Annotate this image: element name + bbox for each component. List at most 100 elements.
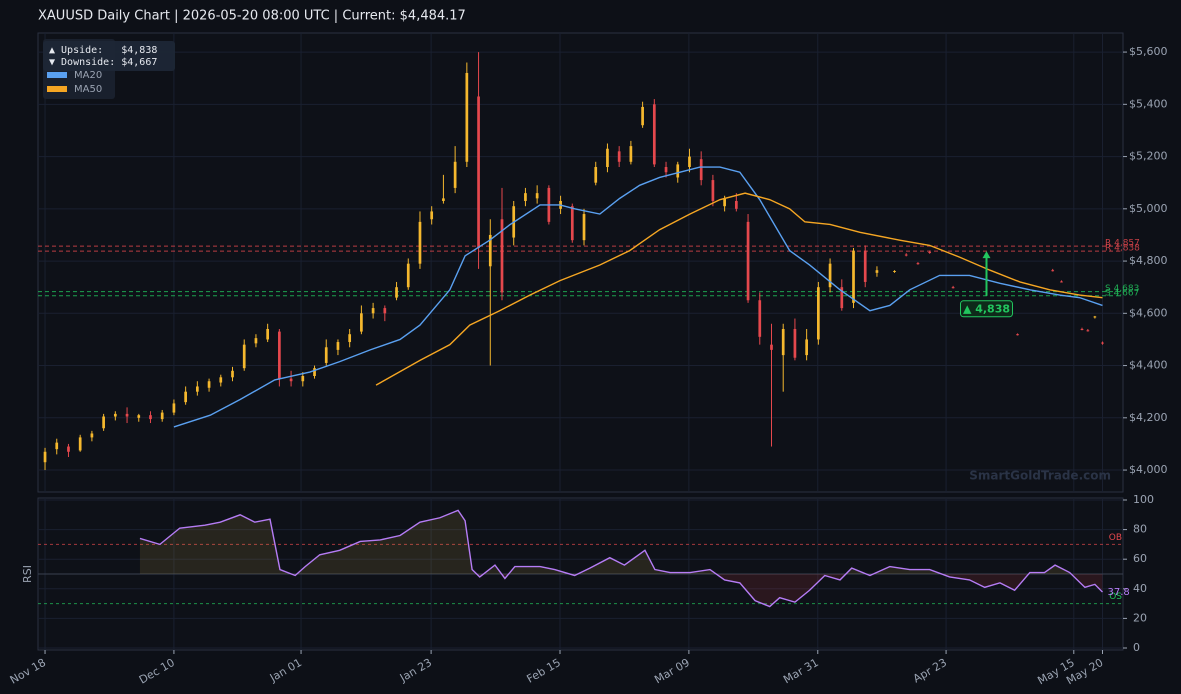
candle-body [793, 328, 797, 358]
watermark: SmartGoldTrade.com [969, 469, 1111, 483]
ma-line [375, 192, 1103, 386]
y-tick-label: $4,400 [1129, 359, 1168, 372]
y-tick-label: 60 [1133, 552, 1147, 565]
candle-body [278, 331, 281, 379]
candle-body [336, 342, 340, 350]
rsi-line [139, 509, 1103, 608]
candle-body [242, 344, 246, 369]
candle-body [676, 164, 680, 178]
candle-body [852, 250, 855, 303]
candle-body [723, 198, 726, 207]
candle-body [78, 437, 82, 451]
candle-body [371, 308, 375, 314]
candle-body [570, 206, 574, 241]
candle-body [805, 339, 808, 356]
rsi-area-above [139, 510, 1103, 574]
candle-body [219, 377, 223, 383]
chart-title: XAUUSD Daily Chart | 2026-05-20 08:00 UT… [38, 9, 466, 24]
candle-body [43, 451, 47, 463]
candle-body [688, 156, 691, 168]
candle-body [149, 415, 152, 420]
candle-body [418, 221, 422, 264]
y-tick-label: $4,000 [1129, 463, 1168, 476]
y-tick-label: 40 [1133, 582, 1147, 595]
candle-body [90, 433, 94, 438]
y-tick-label: 0 [1133, 641, 1140, 654]
candle-body [606, 148, 609, 168]
candle-body [1080, 328, 1084, 330]
candle-body [453, 161, 457, 188]
price-panel [37, 32, 1124, 493]
y-tick-label: $5,000 [1129, 202, 1168, 215]
candle-body [383, 308, 387, 314]
candle-body [172, 403, 176, 413]
candle-body [195, 386, 199, 392]
candle-body [395, 287, 398, 298]
candle-body [348, 334, 352, 343]
candle-body [430, 211, 434, 220]
candle-body [582, 214, 586, 241]
y-tick-label: $5,600 [1129, 45, 1168, 58]
level-label: R 4,838 [1105, 244, 1140, 254]
candle-body [863, 250, 867, 282]
y-tick-label: $4,600 [1129, 306, 1168, 319]
rsi-area-below [139, 574, 1103, 607]
y-tick-label: 20 [1133, 611, 1147, 624]
candle-body [113, 413, 117, 417]
candle-body [137, 415, 141, 418]
y-tick-label: 80 [1133, 523, 1147, 536]
legend-swatch [47, 86, 67, 92]
candle-body [1086, 330, 1090, 332]
candle-body [734, 200, 738, 209]
candle-body [500, 219, 504, 293]
candle-body [1016, 334, 1019, 336]
level-label: OS [1109, 592, 1122, 602]
candle-body [875, 270, 879, 273]
annotation-box [959, 300, 1013, 318]
candle-body [904, 254, 908, 256]
candle-body [652, 104, 656, 165]
level-label: S 4,667 [1105, 288, 1139, 298]
candle-body [184, 391, 187, 403]
level-label: S 4,683 [1105, 284, 1139, 294]
candle-body [781, 328, 785, 356]
y-tick-label: $4,200 [1129, 411, 1168, 424]
info-box [43, 41, 175, 71]
y-tick-label: $4,800 [1129, 254, 1168, 267]
candle-body [951, 287, 955, 289]
candle-body [289, 378, 293, 382]
annotation-label: ▲ 4,838 [963, 302, 1010, 315]
candle-body [465, 72, 469, 162]
candle-body [535, 193, 539, 199]
candle-body [477, 96, 480, 249]
candle-body [928, 251, 932, 253]
candle-body [125, 413, 129, 417]
rsi-last-label: 37.8 [1107, 587, 1129, 598]
candle-body [711, 180, 715, 201]
candle-body [893, 270, 896, 272]
annotation-arrowhead [982, 251, 991, 259]
candle-body [699, 159, 703, 181]
candle-body [617, 151, 621, 162]
candle-body [488, 234, 492, 267]
info-line: ▲ Upside: $4,838 [49, 45, 157, 56]
legend-swatch [47, 72, 67, 78]
y-tick-label: $5,200 [1129, 150, 1168, 163]
candle-body [1051, 270, 1055, 272]
candle-body [266, 328, 270, 340]
candle-body [1101, 342, 1104, 344]
candle-body [594, 167, 598, 183]
candle-body [746, 221, 750, 301]
candle-body [524, 193, 527, 201]
candle-body [301, 376, 305, 382]
candle-body [360, 313, 363, 332]
legend-label[interactable]: MA50 [74, 84, 102, 95]
candle-body [55, 442, 59, 450]
candle-body [313, 368, 316, 377]
legend-label[interactable]: MA20 [74, 70, 102, 81]
candle-body [254, 338, 258, 344]
candle-body [641, 106, 644, 126]
ma-line [173, 166, 1103, 428]
candle-body [102, 416, 105, 429]
